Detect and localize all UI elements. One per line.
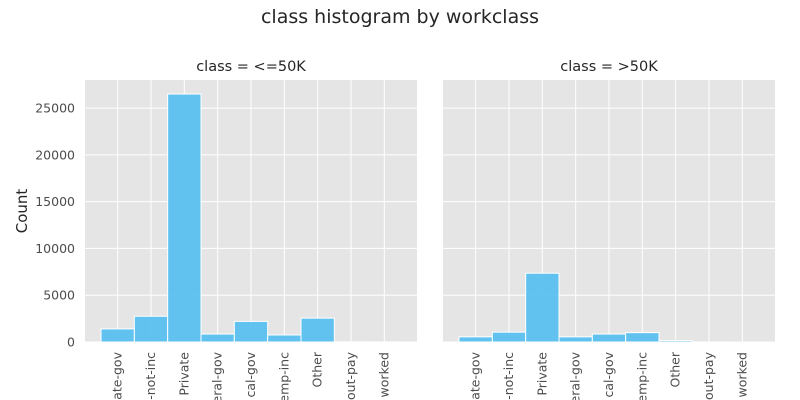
x-tick-label: worked — [734, 352, 749, 397]
x-tick-label: Other — [668, 351, 683, 387]
bar-1-2 — [133, 315, 169, 343]
chart-title: class histogram by workclass — [261, 6, 539, 28]
bar-1-1 — [100, 328, 135, 343]
panel-1: class = <=50K 0 5000 10000 15000 20000 25000 at… — [35, 59, 417, 400]
x-tick-label: ate-gov — [110, 351, 125, 399]
y-tick-label: 25000 — [35, 101, 75, 116]
bar-1-4 — [200, 333, 235, 343]
y-tick-label: 15000 — [35, 194, 75, 209]
y-tick-label: 10000 — [35, 241, 75, 256]
y-axis-label: Count — [13, 189, 31, 234]
x-tick-label: worked — [376, 352, 391, 397]
x-tick-label: eral-gov — [210, 351, 225, 400]
x-tick-label: -not-inc — [143, 352, 158, 400]
y-tick-label: 0 — [67, 335, 75, 350]
x-tick-label: out-pay — [343, 351, 358, 400]
bar-2-1 — [458, 336, 493, 343]
bar-2-5 — [591, 333, 627, 343]
x-tick-label: cal-gov — [601, 351, 616, 397]
x-tick-label: emp-inc — [276, 352, 291, 400]
panel-title: class = <=50K — [196, 59, 306, 75]
x-tick-label: Private — [534, 352, 549, 396]
x-tick-label: Private — [176, 352, 191, 396]
y-tick-label: 20000 — [35, 147, 75, 162]
bar-2-6 — [625, 332, 660, 343]
x-tick-label: eral-gov — [568, 351, 583, 400]
panels: class = <=50K 0 5000 10000 15000 20000 25000 at… — [35, 59, 775, 400]
x-tick-label: out-pay — [701, 351, 716, 400]
x-tick-label: emp-inc — [634, 352, 649, 400]
x-tick-label: -not-inc — [501, 352, 516, 400]
bar-1-6 — [267, 334, 302, 343]
bar-2-3 — [525, 272, 560, 343]
panel-title: class = >50K — [560, 59, 658, 75]
x-tick-label: cal-gov — [243, 351, 258, 397]
bar-2-7 — [658, 340, 693, 343]
bar-1-5 — [233, 320, 269, 343]
bar-1-3 — [167, 93, 202, 343]
bar-2-2 — [491, 331, 527, 343]
panel-2: class = >50K ate-gov -not-inc Private eral-g… — [443, 59, 775, 400]
bar-2-4 — [558, 336, 593, 343]
y-tick-label: 5000 — [43, 288, 75, 303]
x-tick-label: ate-gov — [468, 351, 483, 399]
x-tick-label: Other — [310, 351, 325, 387]
bar-1-7 — [300, 317, 335, 343]
